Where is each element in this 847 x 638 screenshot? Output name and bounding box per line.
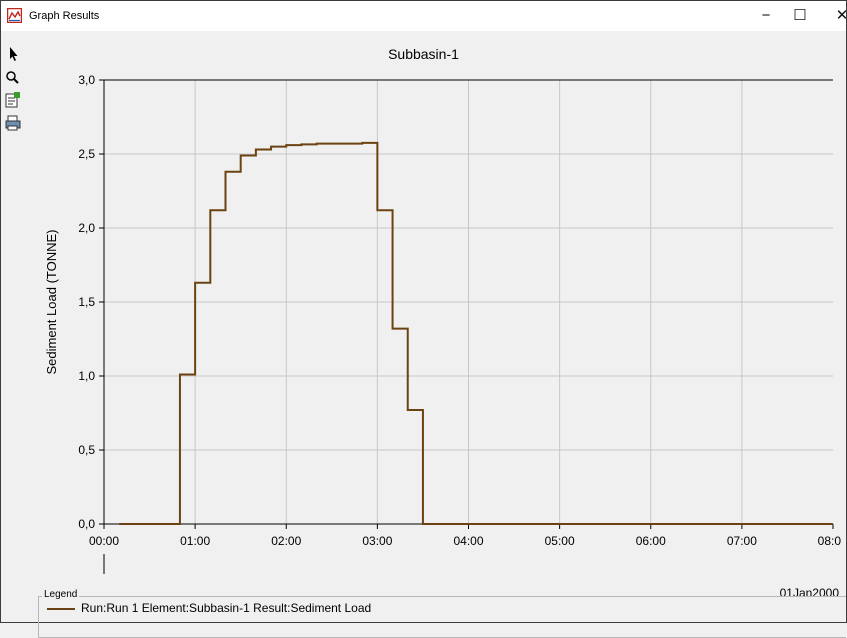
- x-tick-label: 04:00: [453, 534, 483, 548]
- y-tick-label: 2,0: [78, 221, 95, 235]
- y-tick-label: 3,0: [78, 73, 95, 87]
- y-tick-label: 1,0: [78, 369, 95, 383]
- series-line-sediment-load: [119, 141, 833, 525]
- y-tick-label: 0,0: [78, 517, 95, 531]
- x-tick-label: 07:00: [727, 534, 757, 548]
- y-tick-label: 0,5: [78, 443, 95, 457]
- close-button[interactable]: ✕: [835, 7, 847, 24]
- properties-icon[interactable]: [3, 90, 23, 110]
- pointer-arrow-icon[interactable]: [3, 44, 23, 64]
- x-tick-label: 01:00: [180, 534, 210, 548]
- y-tick-label: 2,5: [78, 147, 95, 161]
- x-tick-label: 03:00: [362, 534, 392, 548]
- window-title: Graph Results: [29, 10, 100, 22]
- chart-plot: 0,0 0,5 1,0 1,5 2,0 2,5 3,0 00:00 01:00 02:00 03:0…: [44, 73, 842, 574]
- y-axis-label: Sediment Load (TONNE): [44, 230, 59, 375]
- y-tick-label: 1,5: [78, 295, 95, 309]
- minimize-button[interactable]: −: [761, 7, 771, 24]
- legend-swatch: [47, 608, 75, 610]
- title-bar[interactable]: Graph Results − ☐ ✕: [1, 1, 847, 31]
- graph-app-icon: [6, 7, 23, 28]
- maximize-button[interactable]: ☐: [793, 7, 807, 24]
- legend-title: Legend: [42, 589, 80, 600]
- x-tick-label: 06:00: [636, 534, 666, 548]
- x-tick-label: 08:0: [818, 534, 842, 548]
- print-icon[interactable]: [3, 113, 23, 133]
- x-tick-label: 00:00: [89, 534, 119, 548]
- legend-entry-label: Run:Run 1 Element:Subbasin-1 Result:Sedi…: [81, 601, 372, 615]
- x-tick-label: 02:00: [271, 534, 301, 548]
- chart-title: Subbasin-1: [388, 46, 459, 62]
- x-tick-label: 05:00: [545, 534, 575, 548]
- zoom-icon[interactable]: [3, 68, 23, 88]
